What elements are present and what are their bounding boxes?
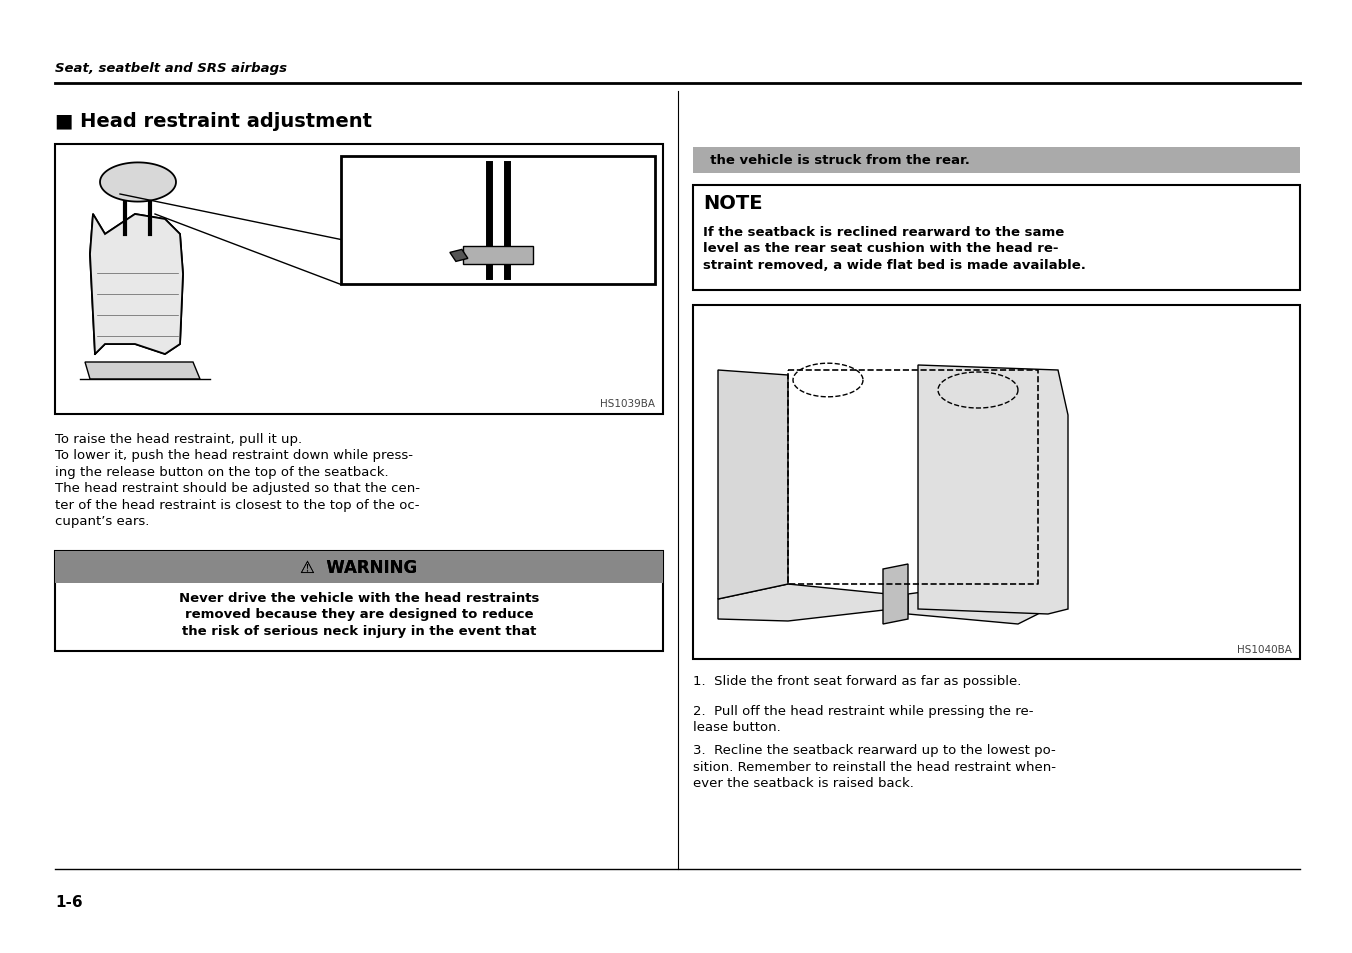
Text: HS1039BA: HS1039BA: [600, 398, 654, 409]
Text: sition. Remember to reinstall the head restraint when-: sition. Remember to reinstall the head r…: [694, 760, 1056, 773]
Text: cupant’s ears.: cupant’s ears.: [55, 515, 149, 528]
Text: To lower it, push the head restraint down while press-: To lower it, push the head restraint dow…: [55, 449, 412, 462]
Polygon shape: [85, 363, 200, 379]
Text: ter of the head restraint is closest to the top of the oc-: ter of the head restraint is closest to …: [55, 498, 419, 512]
Text: To raise the head restraint, pull it up.: To raise the head restraint, pull it up.: [55, 433, 301, 446]
Text: Never drive the vehicle with the head restraints: Never drive the vehicle with the head re…: [178, 592, 539, 604]
Bar: [462, 247, 533, 265]
Text: The head restraint should be adjusted so that the cen-: The head restraint should be adjusted so…: [55, 482, 420, 495]
Bar: [694, 148, 1301, 173]
Text: ing the release button on the top of the seatback.: ing the release button on the top of the…: [55, 465, 388, 478]
Polygon shape: [100, 163, 176, 202]
Text: the risk of serious neck injury in the event that: the risk of serious neck injury in the e…: [181, 624, 537, 638]
Text: 2.  Pull off the head restraint while pressing the re-: 2. Pull off the head restraint while pre…: [694, 704, 1033, 717]
Text: ⚠  WARNING: ⚠ WARNING: [300, 558, 418, 577]
Text: removed because they are designed to reduce: removed because they are designed to red…: [185, 608, 533, 620]
Polygon shape: [450, 250, 468, 262]
Bar: [341, 157, 654, 285]
Text: 3.  Recline the seatback rearward up to the lowest po-: 3. Recline the seatback rearward up to t…: [694, 743, 1056, 757]
Text: level as the rear seat cushion with the head re-: level as the rear seat cushion with the …: [703, 242, 1059, 255]
Polygon shape: [718, 371, 788, 599]
Text: If the seatback is reclined rearward to the same: If the seatback is reclined rearward to …: [703, 226, 1064, 239]
Bar: [694, 186, 1301, 291]
Text: NOTE: NOTE: [703, 193, 763, 213]
Polygon shape: [918, 366, 1068, 615]
Bar: [55, 552, 662, 583]
Bar: [55, 145, 662, 415]
Text: 1.  Slide the front seat forward as far as possible.: 1. Slide the front seat forward as far a…: [694, 675, 1021, 687]
Bar: [55, 552, 662, 651]
Bar: [694, 306, 1301, 659]
Polygon shape: [718, 584, 894, 621]
Text: 1-6: 1-6: [55, 894, 82, 909]
Polygon shape: [91, 214, 183, 355]
Text: HS1040BA: HS1040BA: [1237, 644, 1293, 655]
Polygon shape: [883, 564, 909, 624]
Text: ⚠  WARNING: ⚠ WARNING: [300, 558, 418, 577]
Polygon shape: [909, 579, 1038, 624]
Text: Seat, seatbelt and SRS airbags: Seat, seatbelt and SRS airbags: [55, 62, 287, 75]
Text: ■ Head restraint adjustment: ■ Head restraint adjustment: [55, 112, 372, 131]
Text: the vehicle is struck from the rear.: the vehicle is struck from the rear.: [700, 154, 969, 168]
Bar: [55, 552, 662, 583]
Text: straint removed, a wide flat bed is made available.: straint removed, a wide flat bed is made…: [703, 258, 1086, 272]
Text: ever the seatback is raised back.: ever the seatback is raised back.: [694, 777, 914, 789]
Text: lease button.: lease button.: [694, 720, 780, 734]
